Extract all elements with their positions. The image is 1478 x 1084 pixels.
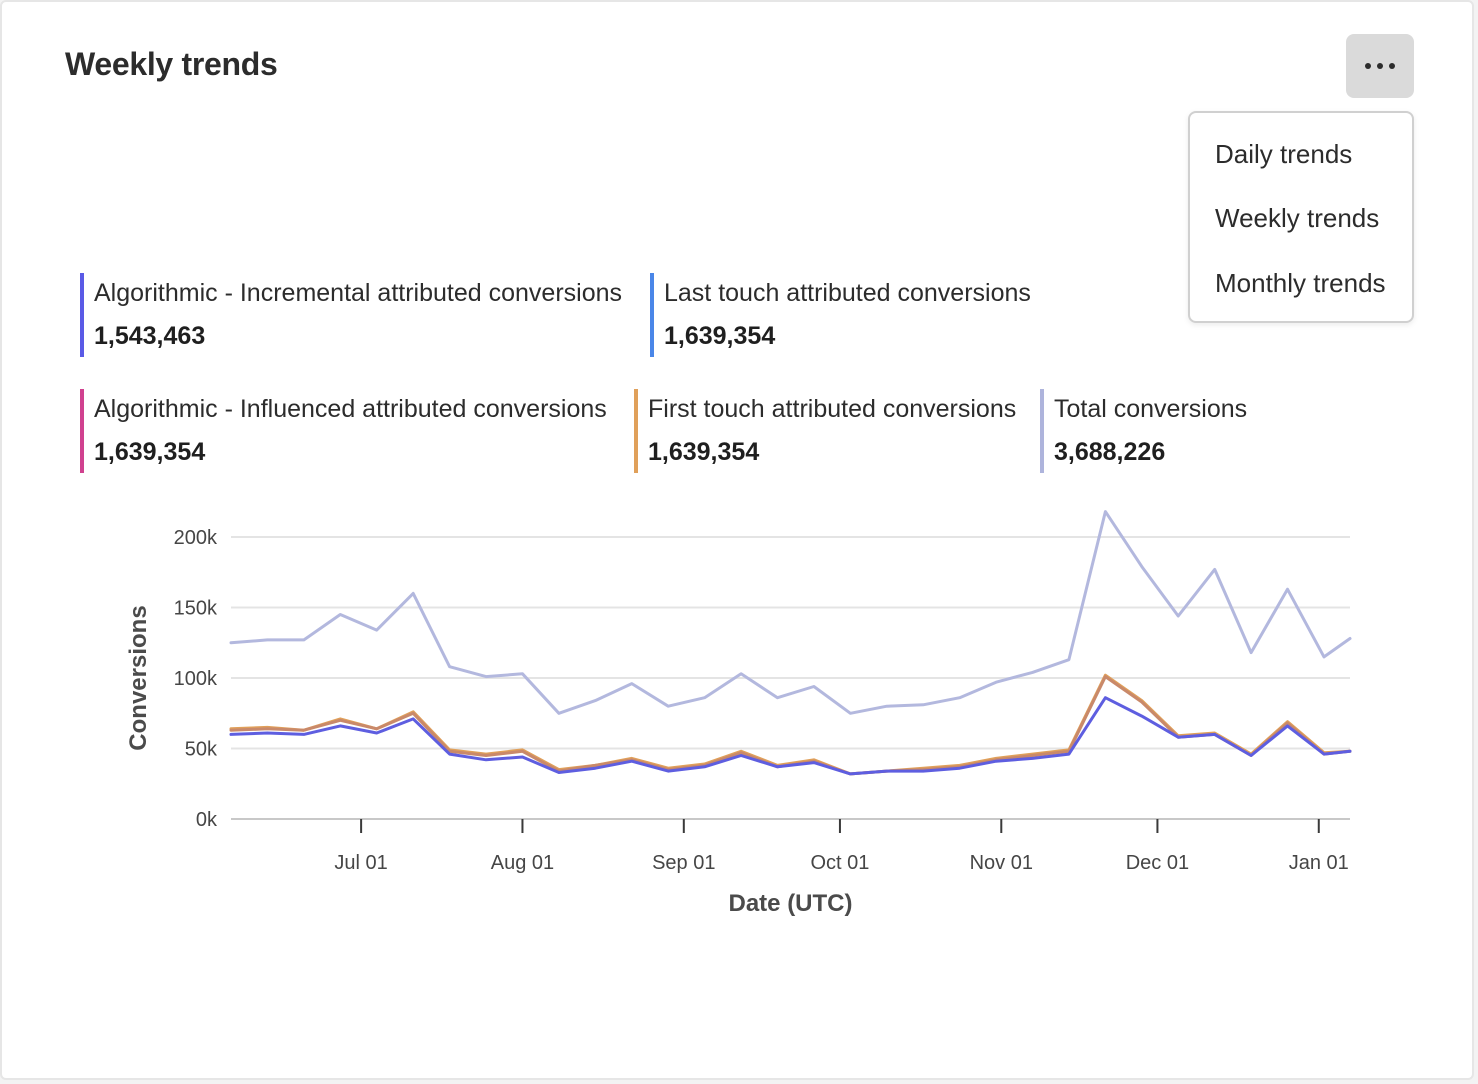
legend-first-touch[interactable]: First touch attributed conversions 1,639… <box>634 389 1016 473</box>
y-tick-label: 50k <box>185 739 218 761</box>
legend-value: 3,688,226 <box>1054 438 1166 466</box>
legend-label: Last touch attributed conversions <box>664 279 1031 307</box>
x-axis-title: Date (UTC) <box>729 890 853 917</box>
y-tick-label: 200k <box>174 527 218 549</box>
legend-algorithmic-influenced[interactable]: Algorithmic - Influenced attributed conv… <box>80 389 607 473</box>
legend-label: Algorithmic - Incremental attributed con… <box>94 279 623 307</box>
legend-algorithmic-incremental[interactable]: Algorithmic - Incremental attributed con… <box>80 273 622 357</box>
x-tick-label: Oct 01 <box>810 852 869 874</box>
legend-value: 1,639,354 <box>664 322 776 350</box>
x-tick-label: Nov 01 <box>970 852 1033 874</box>
card-title: Weekly trends <box>65 46 278 82</box>
legend-label: Total conversions <box>1054 395 1248 423</box>
trends-menu: Daily trends Weekly trends Monthly trend… <box>1188 111 1414 323</box>
legend-value: 1,639,354 <box>648 438 760 466</box>
legend-total-conversions[interactable]: Total conversions 3,688,226 <box>1040 389 1247 473</box>
y-tick-label: 100k <box>174 668 218 690</box>
legend-label: First touch attributed conversions <box>648 395 1017 423</box>
legend-value: 1,639,354 <box>94 438 206 466</box>
more-options-button[interactable] <box>1346 34 1414 98</box>
x-tick-label: Aug 01 <box>491 852 554 874</box>
menu-item-monthly-trends[interactable]: Monthly trends <box>1215 268 1386 298</box>
legend-label: Algorithmic - Influenced attributed conv… <box>94 395 607 423</box>
x-tick-label: Sep 01 <box>652 852 715 874</box>
legend-last-touch[interactable]: Last touch attributed conversions 1,639,… <box>650 273 1031 357</box>
series-line-total-conversions <box>229 510 1352 715</box>
series-line-algorithmic-incremental-attributed-conversions <box>229 696 1352 776</box>
x-tick-label: Jul 01 <box>334 852 387 874</box>
y-axis-title: Conversions <box>125 605 152 750</box>
x-tick-label: Dec 01 <box>1126 852 1189 874</box>
menu-item-weekly-trends[interactable]: Weekly trends <box>1215 203 1380 233</box>
menu-item-daily-trends[interactable]: Daily trends <box>1215 139 1353 169</box>
y-tick-label: 0k <box>196 809 218 831</box>
y-tick-label: 150k <box>174 598 218 620</box>
x-tick-label: Jan 01 <box>1289 852 1349 874</box>
legend-value: 1,543,463 <box>94 322 206 350</box>
more-icon <box>1365 63 1395 69</box>
